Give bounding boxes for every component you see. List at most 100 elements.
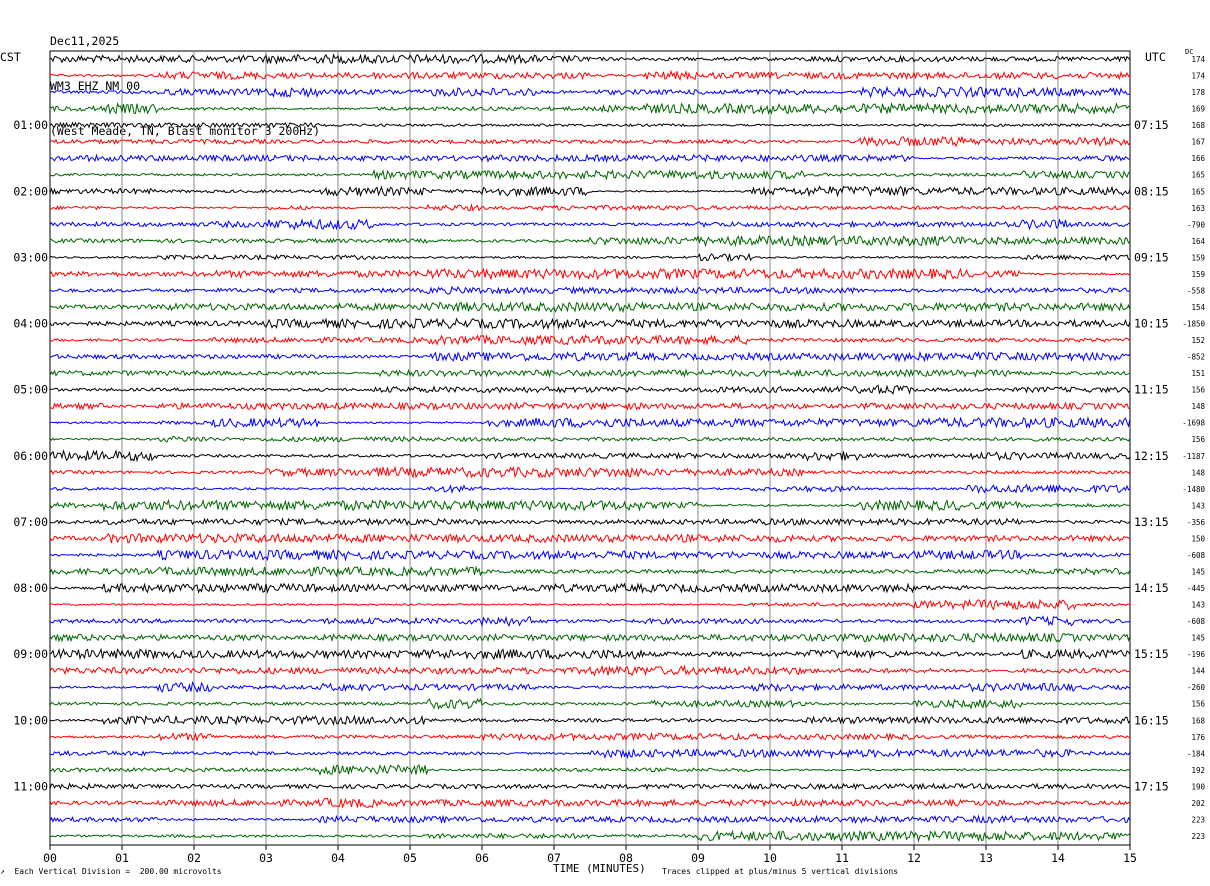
left-hour-label: 06:00 — [13, 449, 48, 463]
dc-offset-label: 163 — [1191, 204, 1205, 213]
seismic-trace — [49, 731, 1131, 743]
dc-offset-label: -558 — [1187, 286, 1206, 295]
seismic-trace — [49, 317, 1131, 330]
seismic-trace — [49, 234, 1131, 248]
clip-note: Traces clipped at plus/minus 5 vertical … — [662, 867, 899, 876]
bottom-left-note: ↗ Each Vertical Division = 200.00 microv… — [0, 867, 222, 876]
dc-offset-label: 176 — [1191, 733, 1205, 742]
seismic-trace — [49, 598, 1131, 611]
seismic-trace — [49, 829, 1131, 843]
seismic-trace — [49, 465, 1131, 479]
seismic-trace — [49, 401, 1131, 412]
dc-offset-label: 192 — [1191, 766, 1205, 775]
left-hour-label: 10:00 — [13, 713, 48, 727]
dc-offset-label: 174 — [1191, 72, 1205, 81]
seismic-trace — [49, 615, 1131, 628]
seismic-trace — [49, 517, 1131, 527]
dc-offset-label: 145 — [1191, 567, 1205, 576]
seismic-trace — [49, 435, 1131, 443]
x-tick-label: 12 — [907, 851, 921, 865]
seismic-trace — [49, 631, 1131, 644]
dc-offset-label: 174 — [1191, 55, 1205, 64]
x-tick-label: 01 — [115, 851, 129, 865]
x-tick-label: 07 — [547, 851, 561, 865]
dc-offset-label: -1698 — [1182, 419, 1205, 428]
dc-offset-label: -196 — [1187, 650, 1206, 659]
seismic-trace — [49, 121, 1131, 129]
right-hour-label: 10:15 — [1134, 317, 1169, 331]
seismic-trace — [49, 185, 1131, 198]
dc-offset-label: 166 — [1191, 154, 1205, 163]
right-hour-label: 08:15 — [1134, 184, 1169, 198]
seismic-trace — [49, 797, 1131, 809]
x-tick-label: 03 — [259, 851, 273, 865]
dc-offset-label: 202 — [1191, 799, 1205, 808]
seismic-trace — [49, 168, 1131, 181]
dc-offset-label: 148 — [1191, 468, 1205, 477]
right-hour-label: 07:15 — [1134, 118, 1169, 132]
dc-offset-label: 223 — [1191, 832, 1205, 841]
x-tick-label: 15 — [1123, 851, 1137, 865]
dc-offset-label: -852 — [1187, 353, 1205, 362]
seismic-trace — [49, 153, 1131, 164]
x-tick-label: 13 — [979, 851, 993, 865]
seismic-trace — [49, 218, 1131, 231]
seismic-trace — [49, 203, 1131, 212]
seismic-trace — [49, 85, 1131, 99]
left-hour-label: 11:00 — [13, 779, 48, 793]
dc-offset-label: 156 — [1191, 435, 1205, 444]
seismic-trace — [49, 582, 1131, 595]
seismic-trace — [49, 333, 1131, 347]
seismic-trace — [49, 532, 1131, 545]
left-hour-label: 03:00 — [13, 250, 48, 264]
seismic-trace — [49, 267, 1131, 281]
seismic-trace — [49, 53, 1131, 66]
corner-mark: ↗ — [0, 867, 5, 876]
seismic-trace — [49, 782, 1131, 791]
seismic-trace — [49, 101, 1131, 116]
dc-offset-label: -608 — [1187, 551, 1206, 560]
seismic-trace — [49, 449, 1131, 463]
dc-offset-label: 164 — [1191, 237, 1205, 246]
dc-offset-label: 156 — [1191, 700, 1205, 709]
seismic-trace — [49, 565, 1131, 578]
dc-offset-label: 154 — [1191, 303, 1205, 312]
seismic-trace — [49, 135, 1131, 148]
dc-offset-label: -445 — [1187, 584, 1205, 593]
dc-header: DC — [1185, 48, 1194, 56]
right-hour-label: 11:15 — [1134, 383, 1169, 397]
left-hour-label: 02:00 — [13, 184, 48, 198]
dc-offset-label: -1187 — [1182, 452, 1205, 461]
vertical-division-note: Each Vertical Division = 200.00 microvol… — [14, 867, 222, 876]
seismic-trace — [49, 548, 1131, 562]
right-hour-label: 14:15 — [1134, 581, 1169, 595]
chart-location: (West Meade, TN, Blast monitor 3 200Hz) — [50, 124, 321, 138]
dc-offset-label: 190 — [1191, 782, 1205, 791]
dc-offset-label: -1480 — [1182, 485, 1205, 494]
dc-offset-label: 159 — [1191, 253, 1205, 262]
right-hour-label: 12:15 — [1134, 449, 1169, 463]
chart-header: Dec11,2025 WM3 EHZ NM 00 (West Meade, TN… — [50, 4, 320, 154]
dc-offset-label: -1850 — [1182, 320, 1205, 329]
x-tick-label: 06 — [475, 851, 489, 865]
dc-offset-label: 143 — [1191, 501, 1205, 510]
dc-offset-label: 156 — [1191, 386, 1205, 395]
dc-offset-label: -356 — [1187, 518, 1206, 527]
seismic-trace — [49, 252, 1131, 263]
seismic-trace — [49, 697, 1131, 710]
chart-station: WM3 EHZ NM 00 — [50, 79, 141, 93]
right-hour-label: 17:15 — [1134, 779, 1169, 793]
dc-offset-label: -184 — [1187, 749, 1206, 758]
x-tick-label: 02 — [187, 851, 201, 865]
seismic-trace — [49, 714, 1131, 726]
left-hour-label: 08:00 — [13, 581, 48, 595]
seismic-trace — [49, 680, 1131, 694]
right-axis-title: UTC — [1145, 50, 1166, 64]
dc-offset-label: -260 — [1187, 683, 1206, 692]
seismic-trace — [49, 350, 1131, 363]
seismic-trace — [49, 647, 1131, 661]
right-hour-label: 09:15 — [1134, 250, 1169, 264]
seismic-trace — [49, 483, 1131, 495]
right-hour-label: 16:15 — [1134, 713, 1169, 727]
